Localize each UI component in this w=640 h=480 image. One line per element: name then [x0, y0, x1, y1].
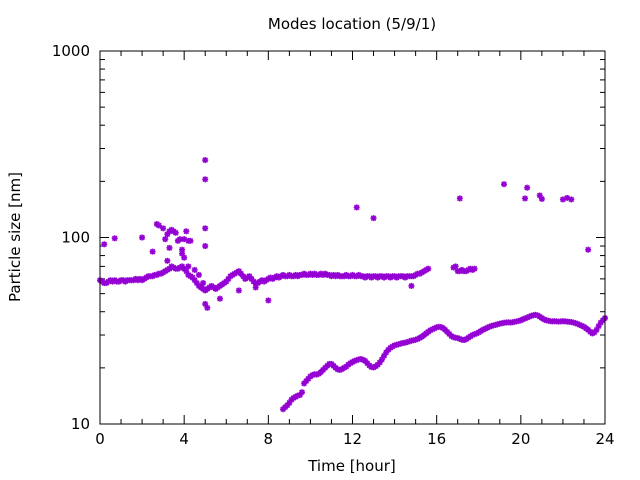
data-point — [183, 228, 190, 235]
data-point — [353, 204, 360, 211]
data-point — [185, 263, 192, 270]
data-point — [538, 195, 545, 202]
data-point — [456, 195, 463, 202]
data-point — [501, 181, 507, 188]
data-point — [164, 257, 171, 264]
data-point — [176, 236, 183, 243]
data-point — [202, 243, 209, 250]
data-point — [166, 244, 173, 251]
data-point — [471, 265, 478, 272]
data-point — [101, 241, 108, 248]
x-tick-label: 0 — [95, 430, 105, 448]
data-point — [299, 389, 305, 396]
x-tick-label: 24 — [595, 430, 614, 448]
data-point — [522, 195, 529, 202]
y-axis-label: Particle size [nm] — [6, 172, 24, 302]
data-point — [202, 176, 209, 183]
y-tick-label: 100 — [61, 229, 90, 247]
x-tick-label: 20 — [511, 430, 530, 448]
plot-frame — [99, 50, 606, 425]
data-point — [585, 246, 592, 253]
x-tick-label: 4 — [179, 430, 189, 448]
data-point — [195, 271, 202, 278]
data-point — [111, 235, 118, 242]
data-point — [408, 282, 415, 289]
data-point — [568, 196, 575, 203]
data-point — [204, 304, 211, 311]
data-point — [370, 215, 377, 222]
y-tick-label: 10 — [71, 415, 90, 433]
data-point — [252, 284, 259, 291]
data-point — [452, 263, 459, 270]
data-point — [162, 236, 169, 243]
data-point — [149, 248, 156, 255]
y-tick-label: 1000 — [52, 42, 90, 60]
data-point — [200, 280, 207, 287]
data-point — [160, 225, 167, 232]
x-tick-label: 12 — [343, 430, 362, 448]
data-point — [187, 237, 194, 244]
x-tick-label: 16 — [427, 430, 446, 448]
data-point — [216, 295, 223, 302]
data-point — [202, 157, 209, 164]
data-point — [202, 225, 209, 232]
data-point — [155, 222, 162, 229]
data-point — [235, 287, 242, 294]
data-point — [181, 236, 188, 243]
data-point — [191, 266, 198, 273]
axis-ticks: 0 4 8 12 16 20 24 10 100 1000 — [52, 42, 615, 448]
data-point — [524, 184, 531, 191]
data-point — [265, 297, 272, 304]
data-point — [139, 234, 146, 241]
x-tick-label: 8 — [264, 430, 274, 448]
x-axis-label: Time [hour] — [307, 457, 396, 475]
chart-title: Modes location (5/9/1) — [268, 15, 436, 33]
data-point — [172, 229, 179, 236]
data-point — [181, 254, 188, 261]
data-points — [97, 157, 608, 413]
data-point — [425, 265, 432, 272]
